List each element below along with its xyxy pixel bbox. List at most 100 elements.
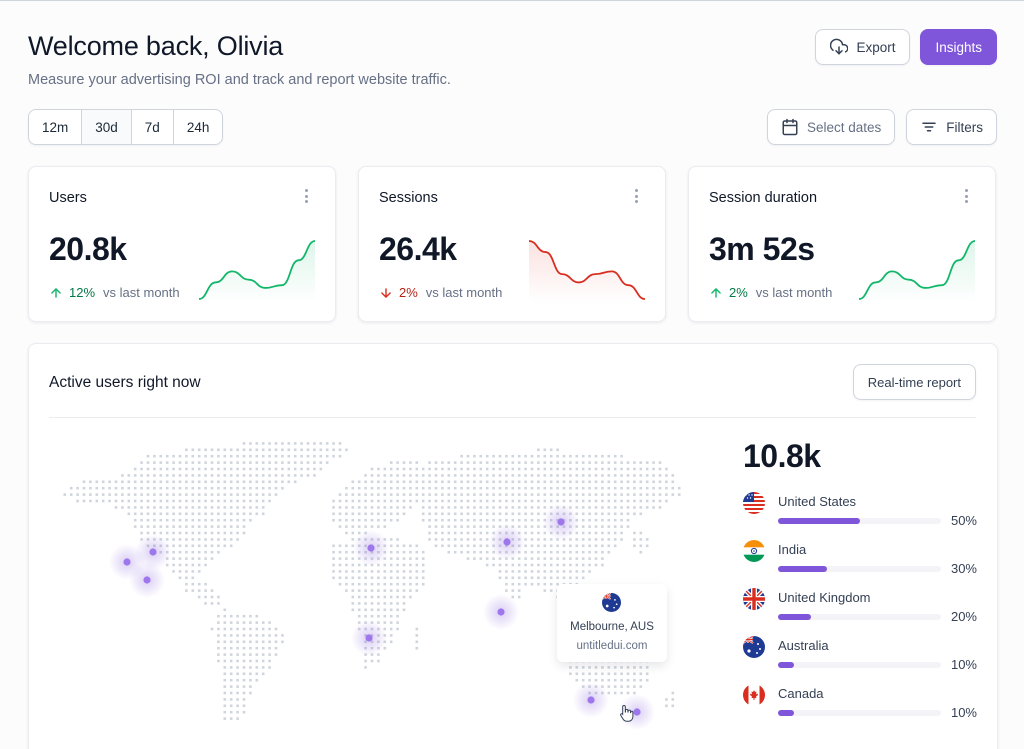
map-dot — [556, 486, 559, 490]
map-dot — [441, 525, 444, 528]
map-dot — [242, 467, 246, 471]
filter-lines-icon — [922, 122, 936, 132]
map-dot — [479, 454, 483, 458]
map-marker[interactable] — [543, 504, 579, 540]
map-dot — [383, 474, 387, 477]
country-progress-bar — [778, 518, 941, 524]
more-vertical-icon[interactable] — [965, 189, 969, 205]
world-map[interactable] — [49, 434, 689, 734]
map-dot — [197, 512, 201, 516]
kpi-sparkline — [529, 240, 645, 303]
map-dot — [441, 480, 444, 484]
map-dot — [172, 544, 175, 548]
map-dot — [153, 486, 156, 490]
map-dot — [639, 480, 643, 484]
map-dot — [517, 461, 521, 464]
map-marker[interactable] — [351, 620, 387, 656]
map-dot — [581, 576, 585, 580]
map-marker[interactable] — [353, 530, 389, 566]
country-progress-fill — [778, 662, 795, 668]
map-dot — [236, 499, 239, 503]
map-dot — [601, 480, 604, 484]
more-vertical-icon[interactable] — [305, 189, 309, 205]
map-dot — [133, 525, 137, 528]
map-dot — [204, 499, 207, 503]
map-dot — [620, 474, 623, 477]
map-dot — [505, 512, 508, 516]
map-dot — [665, 704, 668, 708]
map-dot — [242, 442, 246, 445]
map-dot — [300, 442, 303, 445]
map-dot — [377, 486, 380, 490]
map-dot — [524, 570, 527, 573]
kpi-card-sessions: Sessions 26.4k 2% vs last month — [358, 166, 666, 322]
map-marker[interactable] — [573, 682, 609, 718]
map-dot — [537, 557, 540, 560]
map-dot — [613, 672, 617, 676]
map-dot — [537, 499, 540, 503]
map-dot — [492, 467, 495, 471]
map-dot — [549, 467, 553, 471]
map-dot — [402, 461, 406, 464]
map-dot — [229, 634, 233, 637]
kpi-value: 20.8k — [49, 231, 127, 267]
filters-button[interactable]: Filters — [906, 109, 997, 145]
map-dot — [345, 518, 348, 522]
map-dot — [415, 550, 419, 554]
map-dot — [549, 448, 553, 452]
map-dot — [511, 589, 515, 592]
map-dot — [325, 461, 329, 464]
map-marker[interactable] — [489, 524, 525, 560]
map-dot — [569, 538, 572, 541]
map-dot — [569, 666, 572, 669]
map-dot — [434, 512, 438, 516]
map-dot — [421, 467, 425, 471]
map-dot — [517, 506, 521, 509]
map-dot — [409, 544, 412, 548]
map-dot — [236, 518, 239, 522]
map-dot — [76, 499, 79, 503]
map-dot — [633, 461, 636, 464]
map-dot — [383, 525, 387, 528]
time-range-24h[interactable]: 24h — [186, 119, 210, 135]
more-vertical-icon[interactable] — [635, 189, 639, 205]
map-dot — [287, 448, 291, 452]
map-dot — [613, 493, 617, 496]
export-button[interactable]: Export — [815, 29, 911, 65]
map-dot — [396, 627, 399, 631]
map-dot — [261, 461, 265, 464]
map-dot — [357, 493, 361, 496]
map-dot — [620, 480, 623, 484]
time-range-30d[interactable]: 30d — [82, 110, 132, 144]
map-marker[interactable] — [135, 534, 171, 570]
select-dates-button[interactable]: Select dates — [766, 109, 896, 145]
map-dot — [185, 454, 188, 458]
map-dot — [505, 474, 508, 477]
map-dot — [549, 563, 553, 567]
map-dot — [594, 666, 598, 669]
map-dot — [351, 506, 355, 509]
map-dot — [511, 499, 515, 503]
map-marker[interactable] — [483, 594, 519, 630]
map-dot — [626, 474, 630, 477]
map-dot — [178, 563, 182, 567]
map-dot — [575, 467, 579, 471]
map-dot — [537, 576, 540, 580]
map-dot — [389, 627, 393, 631]
time-range-7d[interactable]: 7d — [132, 110, 174, 144]
map-dot — [249, 474, 252, 477]
map-dot — [281, 474, 284, 477]
map-dot — [261, 499, 265, 503]
map-dot — [377, 506, 380, 509]
map-dot — [223, 538, 227, 541]
time-range-12m[interactable]: 12m — [29, 110, 83, 144]
map-marker[interactable] — [129, 562, 165, 598]
map-dot — [178, 454, 182, 458]
map-dot — [633, 467, 636, 471]
map-dot — [665, 486, 668, 490]
insights-button[interactable]: Insights — [920, 29, 997, 65]
map-dot — [377, 589, 380, 592]
map-dot — [108, 499, 111, 503]
real-time-report-button[interactable]: Real-time report — [852, 364, 976, 400]
map-dot — [466, 493, 470, 496]
